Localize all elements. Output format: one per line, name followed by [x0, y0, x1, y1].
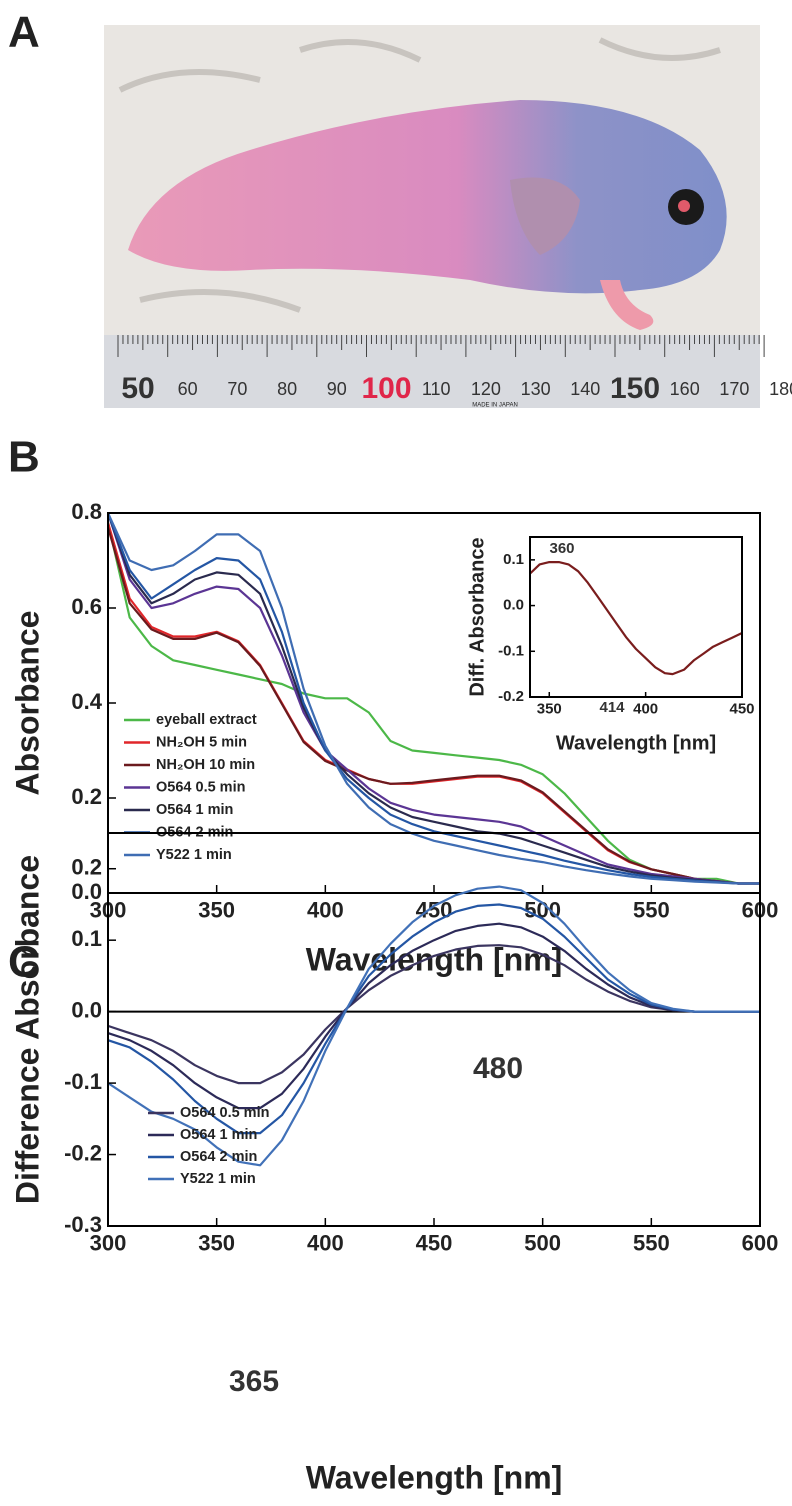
fish-eye: [678, 200, 690, 212]
fish-fin: [510, 177, 580, 255]
x-tick-label: 300: [90, 1231, 127, 1256]
legend-label: O564 2 min: [180, 1149, 257, 1165]
data-line: [530, 561, 742, 676]
legend-label: O564 1 min: [180, 1127, 257, 1143]
legend-label: O564 0.5 min: [180, 1105, 269, 1121]
x-axis-label: Wavelength [nm]: [306, 1459, 563, 1495]
ruler-label: 180: [769, 379, 792, 399]
x-tick-label: 550: [633, 898, 670, 923]
x-tick-label: 600: [742, 1231, 779, 1256]
x-tick-label: 400: [307, 1231, 344, 1256]
x-axis-label: Wavelength [nm]: [556, 732, 716, 754]
x-tick-label: 500: [524, 1231, 561, 1256]
x-tick-label: 400: [307, 898, 344, 923]
x-tick-label: 350: [198, 898, 235, 923]
ruler-label: 160: [670, 379, 700, 399]
ruler-label: 170: [719, 379, 749, 399]
x-tick-label: 450: [729, 701, 754, 718]
y-tick-label: 0.8: [71, 499, 102, 524]
legend-label: NH₂OH 10 min: [156, 757, 255, 773]
ruler-label: 150: [610, 372, 660, 405]
y-tick-label: 0.4: [71, 689, 102, 714]
data-line: [108, 922, 760, 1110]
y-tick-label: 0.2: [71, 784, 102, 809]
x-tick-label: 450: [416, 1231, 453, 1256]
x-tick-label: 350: [198, 1231, 235, 1256]
ruler-label: 120: [471, 379, 501, 399]
fish-fin: [600, 280, 654, 330]
y-tick-label: -0.2: [498, 688, 524, 705]
panel-label: A: [8, 8, 40, 57]
photo-texture: [118, 37, 721, 313]
legend-label: Y522 1 min: [156, 847, 232, 863]
data-line: [108, 513, 760, 885]
ruler: [104, 335, 760, 408]
y-axis-label: Absorbance: [9, 611, 45, 796]
y-tick-label: 0.1: [503, 551, 524, 568]
y-axis-label: Difference Absorbance: [9, 855, 45, 1204]
y-tick-label: -0.2: [64, 1140, 102, 1165]
panel-label: B: [8, 433, 40, 482]
legend-label: NH₂OH 5 min: [156, 734, 247, 750]
panel-label: C: [8, 938, 40, 987]
ruler-label: 100: [361, 372, 411, 405]
data-line: [108, 513, 760, 885]
x-axis-label: Wavelength [nm]: [306, 941, 563, 977]
y-tick-label: 0.0: [71, 879, 102, 904]
data-line: [108, 526, 760, 885]
ruler-label: 130: [521, 379, 551, 399]
legend-label: O564 0.5 min: [156, 779, 245, 795]
data-line: [108, 513, 760, 885]
legend-label: eyeball extract: [156, 712, 257, 728]
data-line: [108, 885, 760, 1167]
ruler-label: 50: [121, 372, 154, 405]
annotation: 365: [229, 1365, 279, 1398]
annotation: 480: [473, 1052, 523, 1085]
ruler-label: 70: [227, 379, 247, 399]
legend-label: O564 1 min: [156, 802, 233, 818]
y-axis-label: Diff. Absorbance: [466, 537, 488, 696]
plot-frame: [529, 536, 743, 698]
photo: 50 60 70 80 90 100 110 120 130 140 150 160 170 180 MA…: [104, 25, 792, 409]
y-tick-label: -0.1: [64, 1069, 102, 1094]
chart: 300 350 400 450 500 550 600 -0.3 -0.2 -0.1 0.0 0.1 0…: [9, 832, 779, 1495]
annotation: 414: [599, 699, 625, 716]
chart: 300 350 400 450 500 550 6000.00.20.40.60.8Wave…: [9, 499, 778, 978]
data-line: [108, 903, 760, 1135]
x-tick-label: 550: [633, 1231, 670, 1256]
ruler-label: 90: [327, 379, 347, 399]
fish-body: [128, 100, 727, 294]
ruler-label: 80: [277, 379, 297, 399]
y-tick-label: 0.0: [503, 597, 524, 614]
y-tick-label: 0.0: [71, 997, 102, 1022]
ruler-note: MADE IN JAPAN: [472, 403, 518, 409]
ruler-label: 140: [570, 379, 600, 399]
ruler-label: 110: [422, 379, 451, 399]
y-tick-label: 0.1: [71, 926, 102, 951]
data-line: [108, 944, 760, 1085]
chart: 350 400 450 -0.2 -0.1 0.0 0.1 Wavelength [nm] Di…: [466, 536, 755, 754]
annotation: 360: [549, 540, 574, 557]
x-tick-label: 350: [537, 701, 562, 718]
y-tick-label: 0.2: [71, 855, 102, 880]
y-tick-label: -0.1: [498, 642, 524, 659]
x-tick-label: 400: [633, 701, 658, 718]
ruler-label: 60: [178, 379, 198, 399]
data-line: [108, 513, 760, 885]
y-tick-label: -0.3: [64, 1212, 102, 1237]
ruler-marks: 50 60 70 80 90 100 110 120 130 140 150 160 170 180: [117, 335, 792, 405]
x-tick-label: 450: [416, 898, 453, 923]
y-tick-label: 0.6: [71, 594, 102, 619]
legend-label: Y522 1 min: [180, 1171, 256, 1187]
